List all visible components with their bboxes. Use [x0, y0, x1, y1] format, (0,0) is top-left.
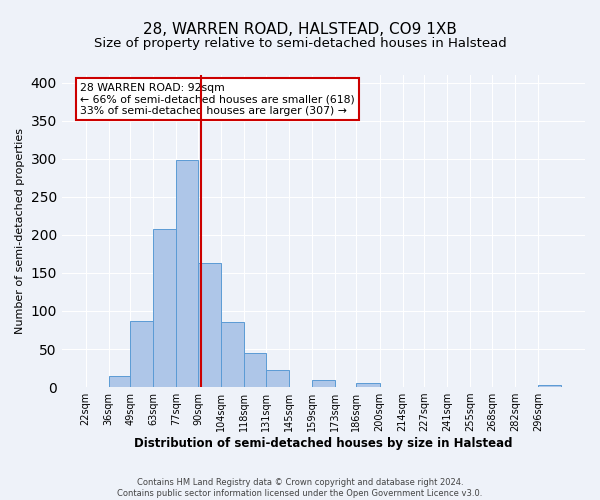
Bar: [538, 385, 561, 387]
Text: 28 WARREN ROAD: 92sqm
← 66% of semi-detached houses are smaller (618)
33% of sem: 28 WARREN ROAD: 92sqm ← 66% of semi-deta…: [80, 83, 355, 116]
Bar: [153, 229, 176, 387]
Bar: [109, 376, 130, 387]
Bar: [176, 160, 198, 387]
Bar: [312, 380, 335, 387]
Bar: [221, 322, 244, 387]
Bar: [130, 321, 153, 387]
X-axis label: Distribution of semi-detached houses by size in Halstead: Distribution of semi-detached houses by …: [134, 437, 512, 450]
Text: Size of property relative to semi-detached houses in Halstead: Size of property relative to semi-detach…: [94, 38, 506, 51]
Text: 28, WARREN ROAD, HALSTEAD, CO9 1XB: 28, WARREN ROAD, HALSTEAD, CO9 1XB: [143, 22, 457, 38]
Bar: [244, 353, 266, 387]
Bar: [198, 263, 221, 387]
Text: Contains HM Land Registry data © Crown copyright and database right 2024.
Contai: Contains HM Land Registry data © Crown c…: [118, 478, 482, 498]
Bar: [356, 384, 380, 387]
Bar: [266, 370, 289, 387]
Y-axis label: Number of semi-detached properties: Number of semi-detached properties: [15, 128, 25, 334]
